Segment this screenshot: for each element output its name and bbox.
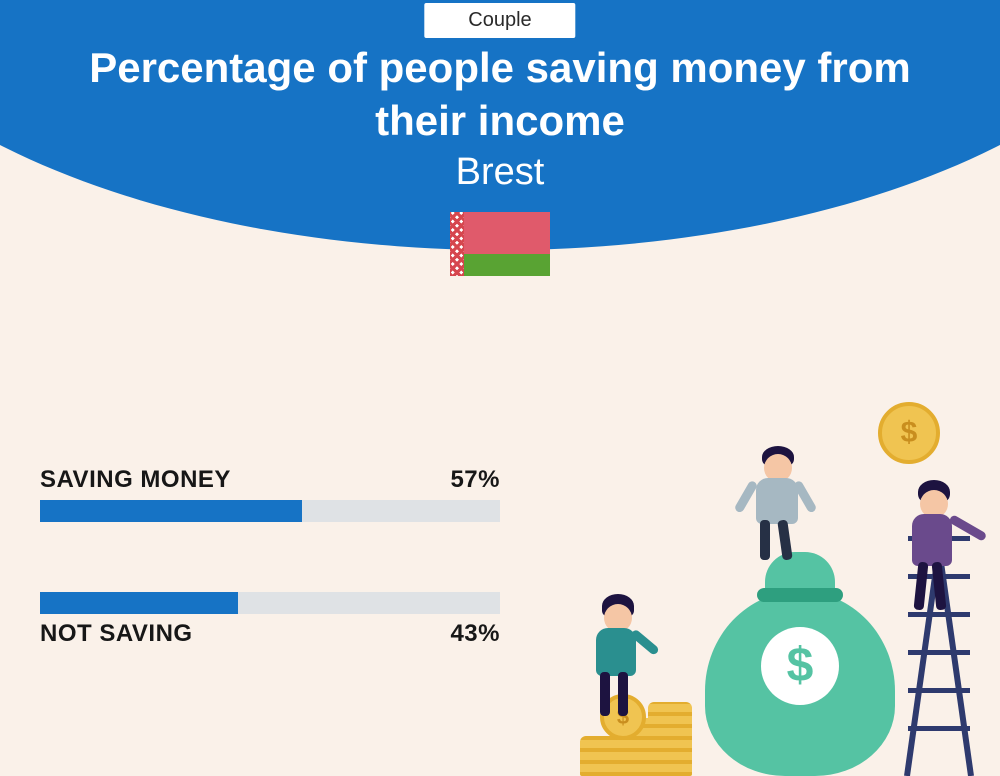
bar-fill [40, 500, 302, 522]
bar-value: 43% [450, 620, 500, 648]
bar-fill [40, 592, 238, 614]
bar-saving-money: SAVING MONEY 57% [40, 466, 500, 522]
bar-track [40, 500, 500, 522]
title-block: Percentage of people saving money from t… [0, 42, 1000, 281]
dollar-sign-icon: $ [761, 627, 839, 705]
money-bag-icon: $ [705, 546, 895, 776]
bar-label: SAVING MONEY [40, 466, 231, 494]
flag-red-stripe [464, 212, 550, 254]
flag-belarus [450, 212, 550, 276]
person-left-icon [584, 596, 654, 716]
flag-green-stripe [464, 254, 550, 276]
person-ladder-icon [890, 484, 970, 614]
bar-not-saving: NOT SAVING 43% [40, 592, 500, 648]
bar-value: 57% [450, 466, 500, 494]
coin-icon: $ [878, 402, 940, 464]
bar-label: NOT SAVING [40, 620, 193, 648]
person-bag-top-icon [742, 448, 822, 558]
tab-couple: Couple [424, 3, 575, 38]
bar-chart: SAVING MONEY 57% NOT SAVING 43% [40, 466, 500, 718]
flag-ornament-stripe [450, 212, 464, 276]
page-subtitle: Brest [0, 151, 1000, 194]
page-title: Percentage of people saving money from t… [0, 42, 1000, 147]
savings-illustration: $ $ $ [570, 396, 1000, 776]
bar-track [40, 592, 500, 614]
